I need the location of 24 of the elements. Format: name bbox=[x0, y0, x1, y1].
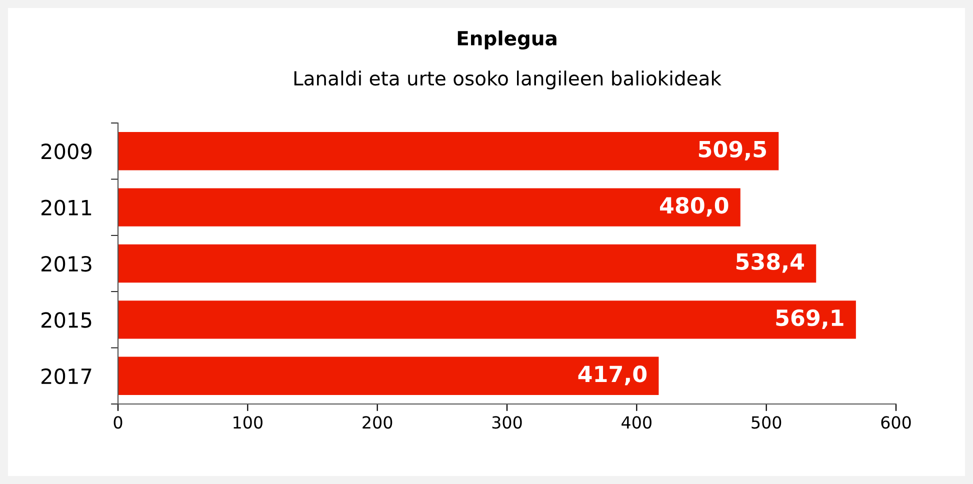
chart-subtitle: Lanaldi eta urte osoko langileen baliokideak bbox=[294, 70, 722, 90]
bar bbox=[118, 356, 659, 396]
data-label: 480,0 bbox=[660, 196, 728, 217]
data-label: 569,1 bbox=[776, 309, 844, 329]
y-tick-label: 2015 bbox=[42, 312, 92, 328]
x-tick-label: 600 bbox=[881, 416, 911, 429]
data-label: 509,5 bbox=[698, 140, 766, 160]
x-tick-label: 100 bbox=[234, 416, 262, 429]
y-tick-label: 2013 bbox=[42, 256, 92, 272]
y-tick-label: 2017 bbox=[42, 368, 92, 384]
bar bbox=[118, 244, 816, 283]
y-tick-label: 2011 bbox=[42, 200, 92, 216]
data-label: 417,0 bbox=[578, 366, 647, 386]
x-tick-label: 400 bbox=[622, 416, 652, 429]
chart-title: Enplegua bbox=[458, 30, 556, 50]
data-label: 538,4 bbox=[736, 253, 804, 273]
y-tick-label: 2009 bbox=[42, 144, 92, 160]
x-tick-label: 300 bbox=[492, 416, 522, 429]
bar bbox=[118, 300, 856, 339]
bar bbox=[118, 188, 740, 226]
x-tick-label: 500 bbox=[752, 416, 782, 429]
bar bbox=[118, 132, 779, 170]
x-tick-label: 200 bbox=[362, 416, 392, 429]
x-tick-label: 0 bbox=[114, 416, 122, 429]
